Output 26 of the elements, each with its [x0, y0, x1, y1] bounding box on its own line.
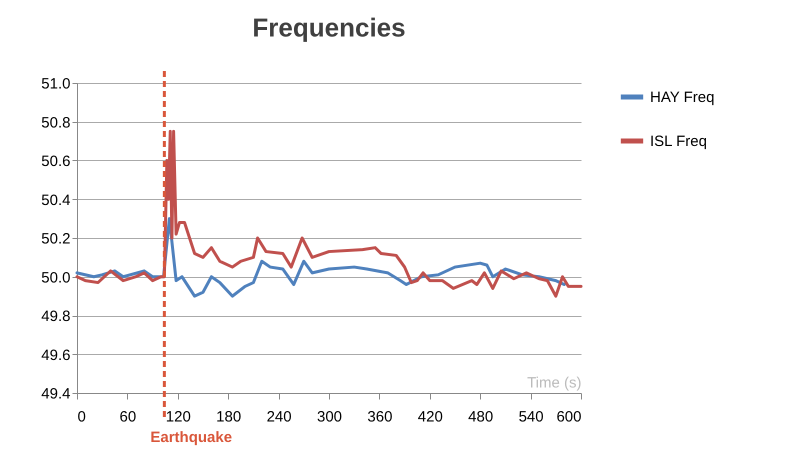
x-tick-label: 540: [518, 408, 544, 426]
x-tick-label: 420: [418, 408, 443, 426]
x-tick-label: 480: [468, 408, 494, 426]
chart-title: Frequencies: [252, 12, 406, 42]
y-tick-label: 49.8: [41, 308, 70, 325]
y-tick-label: 50.8: [41, 114, 70, 132]
y-tick-label: 50.2: [41, 230, 70, 248]
y-tick-label: 49.6: [41, 346, 70, 364]
x-tick-label: 600: [556, 408, 582, 426]
x-tick-label: 180: [216, 408, 242, 426]
x-tick-label: 300: [316, 408, 342, 426]
ref-line-label: Earthquake: [150, 429, 232, 446]
legend-label: ISL Freq: [650, 133, 707, 150]
y-tick-label: 50.4: [41, 192, 70, 209]
x-tick-label: 240: [266, 408, 292, 426]
line-series: [76, 130, 582, 298]
x-axis-title: Time (s): [527, 374, 582, 392]
y-tick-label: 51.0: [41, 76, 70, 92]
x-tick-label: 360: [367, 408, 392, 426]
x-tick-label: 120: [166, 408, 191, 426]
legend-label: HAY Freq: [650, 89, 714, 106]
x-tick-label: 0: [78, 408, 86, 426]
y-tick-label: 49.4: [41, 386, 70, 402]
x-tick-label: 60: [120, 408, 136, 426]
y-tick-label: 50.6: [41, 153, 70, 170]
y-tick-label: 50.0: [41, 269, 70, 286]
